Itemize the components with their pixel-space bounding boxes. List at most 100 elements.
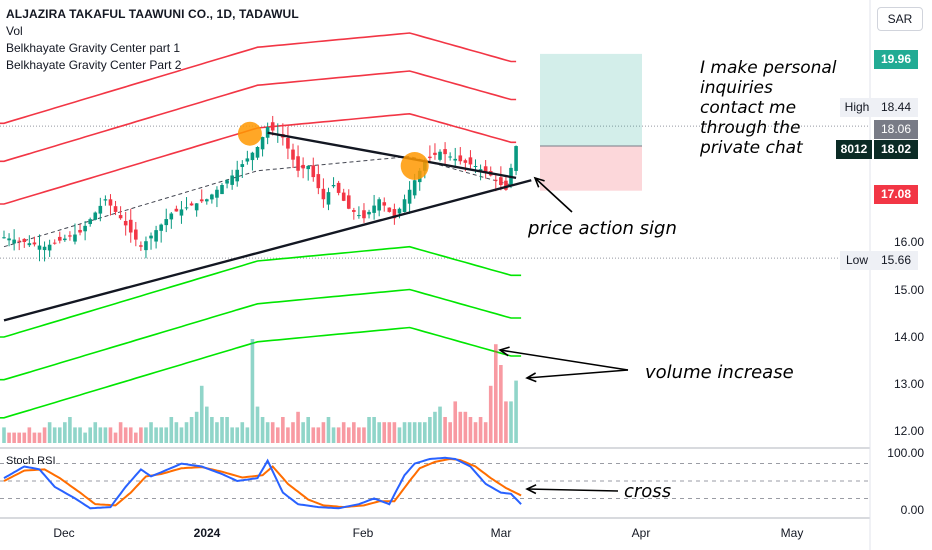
candle-body bbox=[336, 182, 341, 193]
volume-bar bbox=[483, 422, 488, 443]
candle-body bbox=[316, 174, 321, 189]
high-value: 18.44 bbox=[874, 98, 918, 117]
volume-bar bbox=[128, 427, 133, 443]
candle-body bbox=[260, 137, 265, 150]
volume-bar bbox=[377, 422, 381, 443]
note-line: contact me bbox=[700, 98, 797, 118]
time-label: 2024 bbox=[193, 526, 221, 540]
volume-bar bbox=[407, 422, 412, 443]
candle-body bbox=[499, 177, 503, 185]
volume-bar bbox=[458, 411, 463, 443]
volume-bar bbox=[372, 417, 376, 443]
volume-bar bbox=[448, 422, 452, 443]
volume-bar bbox=[169, 417, 174, 443]
candle-body bbox=[483, 166, 488, 173]
volume-bar bbox=[509, 401, 513, 443]
candle-body bbox=[37, 245, 42, 250]
candle-body bbox=[47, 244, 52, 251]
candle-body bbox=[63, 238, 67, 241]
volume-bar bbox=[493, 344, 498, 443]
price-label: 16.00 bbox=[893, 235, 924, 249]
rsi-scale-label: 100.00 bbox=[887, 446, 924, 460]
candle-body bbox=[326, 192, 331, 205]
volume-bar bbox=[499, 365, 503, 443]
stop-price-tag: 17.08 bbox=[874, 185, 918, 204]
volume-bar bbox=[63, 422, 67, 443]
volume-bar bbox=[144, 427, 148, 443]
trend-lines bbox=[3, 131, 532, 322]
volume-bar bbox=[488, 385, 493, 443]
volume-bar bbox=[42, 427, 47, 443]
volume-bar bbox=[357, 427, 361, 443]
target-zone bbox=[540, 53, 642, 147]
price-label: 13.00 bbox=[893, 377, 924, 391]
symbol-title[interactable]: ALJAZIRA TAKAFUL TAAWUNI CO., 1D, TADAWU… bbox=[6, 7, 299, 21]
volume-bar bbox=[108, 427, 113, 443]
volume-bar bbox=[113, 432, 118, 443]
volume-note: volume increase bbox=[645, 362, 794, 383]
candle-body bbox=[113, 206, 118, 212]
time-label: Apr bbox=[631, 526, 651, 540]
volume-bar bbox=[47, 422, 52, 443]
volume-bar bbox=[189, 417, 194, 443]
candle-body bbox=[357, 215, 361, 217]
note-text: I make personal inquiries contact me thr… bbox=[700, 58, 837, 158]
volume-bar bbox=[149, 422, 153, 443]
volume-bar bbox=[215, 422, 219, 443]
candle-body bbox=[57, 236, 62, 241]
candle-body bbox=[367, 211, 371, 215]
volume-arrow-lower-head bbox=[525, 372, 537, 383]
volume-bar bbox=[12, 432, 16, 443]
volume-bar bbox=[387, 422, 392, 443]
candle-body bbox=[250, 152, 255, 161]
volume-bar bbox=[32, 432, 37, 443]
candle-body bbox=[382, 202, 387, 206]
indicator-gravity-2[interactable]: Belkhayate Gravity Center Part 2 bbox=[6, 58, 182, 72]
candle-body bbox=[372, 205, 376, 213]
volume-bar bbox=[514, 380, 518, 443]
candle-body bbox=[73, 234, 77, 242]
indicator-vol[interactable]: Vol bbox=[6, 24, 23, 38]
volume-bar bbox=[286, 427, 290, 443]
volume-bar bbox=[184, 422, 189, 443]
indicator-gravity-1[interactable]: Belkhayate Gravity Center part 1 bbox=[6, 41, 181, 55]
candle-body bbox=[387, 207, 392, 212]
volume-bar bbox=[154, 427, 158, 443]
candle-body bbox=[438, 151, 442, 160]
cross-note: cross bbox=[624, 481, 672, 502]
volume-bar bbox=[392, 422, 397, 443]
candle-body bbox=[88, 219, 92, 225]
volume-bar bbox=[438, 406, 442, 443]
prev-close-tag: 18.06 bbox=[874, 120, 918, 139]
volume-bar bbox=[336, 427, 341, 443]
volume-bar bbox=[281, 417, 285, 443]
candle-body bbox=[428, 156, 432, 159]
candle-body bbox=[478, 169, 483, 171]
currency-button[interactable]: SAR bbox=[877, 7, 923, 31]
volume-bars bbox=[2, 339, 518, 443]
candle-body bbox=[154, 230, 158, 242]
note-line: I make personal bbox=[700, 58, 837, 78]
candle-body bbox=[407, 189, 412, 204]
stoch-rsi-label[interactable]: Stoch RSI bbox=[6, 455, 56, 467]
candle-body bbox=[443, 149, 447, 155]
candle-body bbox=[225, 180, 229, 184]
candle-body bbox=[346, 195, 351, 209]
gravity-band-line bbox=[0, 70, 517, 163]
candle-body bbox=[352, 210, 356, 212]
volume-bar bbox=[306, 417, 310, 443]
volume-bar bbox=[265, 422, 270, 443]
volume-bar bbox=[453, 401, 458, 443]
volume-bar bbox=[73, 427, 77, 443]
candle-body bbox=[235, 169, 240, 182]
target-price-tag: 19.96 bbox=[874, 50, 918, 69]
volume-bar bbox=[123, 427, 128, 443]
candle-body bbox=[463, 160, 468, 163]
volume-bar bbox=[362, 427, 366, 443]
volume-bar bbox=[260, 417, 265, 443]
volume-bar bbox=[2, 427, 6, 443]
volume-bar bbox=[235, 427, 240, 443]
volume-bar bbox=[463, 411, 468, 443]
candle-body bbox=[144, 241, 148, 251]
